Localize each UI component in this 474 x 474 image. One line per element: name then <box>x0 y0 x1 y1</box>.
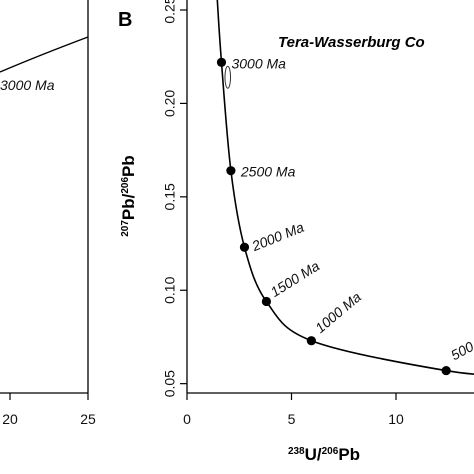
concordia-point <box>226 166 236 176</box>
panel-a-x-tick-label: 20 <box>2 411 18 427</box>
panel-a: 20 25 3000 Ma <box>0 0 96 427</box>
error-ellipse <box>224 65 232 89</box>
panel-a-curve <box>0 36 89 73</box>
y-axis-title-part2: Pb <box>119 155 138 177</box>
age-label: 500 Ma <box>448 327 474 363</box>
concordia-point <box>216 57 227 67</box>
y-axis-title: 207Pb/206Pb <box>119 155 138 237</box>
panel-b: B Tera-Wasserburg Co 0.05 0.10 0.15 0.20 0.2… <box>118 0 474 464</box>
y-axis-title-part1: Pb/ <box>119 193 138 220</box>
panel-b-letter: B <box>118 9 132 31</box>
y-tick-label: 0.15 <box>162 183 178 210</box>
concordia-point <box>261 296 272 307</box>
x-tick-label: 0 <box>183 411 191 427</box>
age-label: 2000 Ma <box>249 219 307 255</box>
x-tick-label: 5 <box>288 411 296 427</box>
x-axis-title-part2: Pb <box>338 445 360 464</box>
concordia-points <box>216 57 451 376</box>
age-label: 3000 Ma <box>231 55 286 71</box>
y-axis-title-sup1: 207 <box>120 220 131 237</box>
panel-b-title: Tera-Wasserburg Co <box>278 34 425 51</box>
age-label: 2500 Ma <box>240 164 296 180</box>
x-axis-title: 238U/206Pb <box>288 445 360 464</box>
x-tick-label: 10 <box>388 411 404 427</box>
age-label: 1500 Ma <box>268 257 323 300</box>
x-axis-title-part1: U/ <box>305 445 322 464</box>
y-axis-ticks: 0.05 0.10 0.15 0.20 0.25 <box>162 0 187 397</box>
age-label: 1000 Ma <box>312 289 364 336</box>
y-tick-label: 0.20 <box>162 90 178 117</box>
panel-a-x-tick-label: 25 <box>80 411 96 427</box>
concordia-point <box>239 242 250 252</box>
y-axis-title-sup2: 206 <box>120 177 131 194</box>
x-axis-title-sup1: 238 <box>288 446 305 457</box>
concordia-point <box>441 365 451 376</box>
x-axis-ticks: 0510152025 <box>183 393 404 427</box>
concordia-point <box>306 336 316 346</box>
y-tick-label: 0.05 <box>162 370 178 397</box>
y-tick-label: 0.25 <box>162 0 178 24</box>
y-tick-label: 0.10 <box>162 276 178 303</box>
panel-a-age-label: 3000 Ma <box>0 77 55 93</box>
x-axis-title-sup2: 206 <box>322 446 339 457</box>
